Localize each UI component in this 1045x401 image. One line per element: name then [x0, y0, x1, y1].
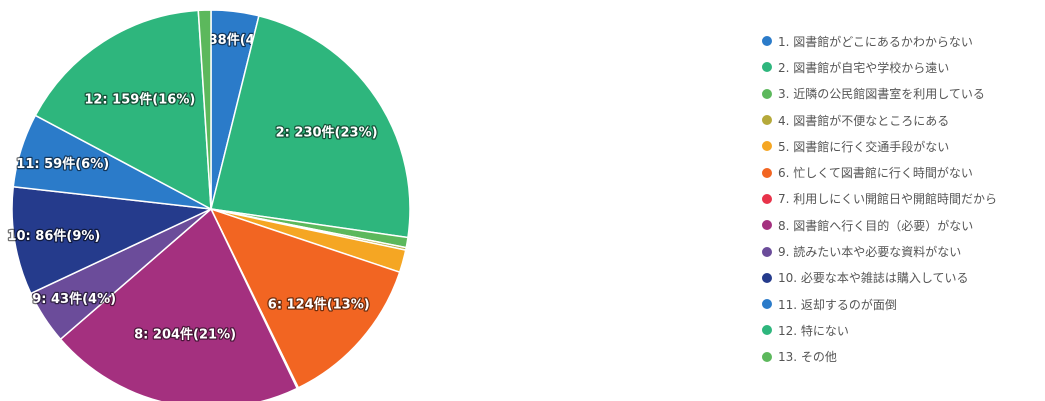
slice-label-12: 12: 159件(16%): [84, 92, 195, 108]
legend-label-2: 2. 図書館が自宅や学校から遠い: [778, 60, 950, 75]
legend-swatch-8: [762, 220, 772, 231]
legend-item-2: 2. 図書館が自宅や学校から遠い: [762, 54, 997, 80]
legend-label-4: 4. 図書館が不便なところにある: [778, 113, 950, 128]
legend-item-9: 9. 読みたい本や必要な資料がない: [762, 238, 997, 264]
pie-slice-8: [59, 207, 299, 401]
legend-label-13: 13. その他: [778, 350, 837, 365]
legend-swatch-4: [762, 115, 772, 126]
pie-slice-12: [34, 9, 212, 211]
legend-label-12: 12. 特にない: [778, 323, 849, 338]
legend-label-6: 6. 忙しくて図書館に行く時間がない: [778, 166, 973, 181]
legend-label-3: 3. 近隣の公民館図書室を利用している: [778, 87, 985, 102]
legend-item-7: 7. 利用しにくい開館日や開館時間だから: [762, 186, 997, 212]
legend-swatch-6: [762, 167, 772, 178]
slice-label-6: 6: 124件(13%): [268, 296, 370, 312]
legend-swatch-2: [762, 62, 772, 73]
slice-label-2: 2: 230件(23%): [276, 124, 378, 140]
legend-item-11: 11. 返却するのが面倒: [762, 291, 997, 317]
chart-legend: 1. 図書館がどこにあるかわからない 2. 図書館が自宅や学校から遠い 3. 近隣の…: [762, 28, 997, 370]
slice-label-8: 8: 204件(21%): [134, 327, 236, 343]
legend-label-1: 1. 図書館がどこにあるかわからない: [778, 34, 973, 49]
legend-label-10: 10. 必要な本や雑誌は購入している: [778, 271, 969, 286]
legend-label-9: 9. 読みたい本や必要な資料がない: [778, 245, 962, 260]
legend-swatch-3: [762, 88, 772, 99]
legend-swatch-13: [762, 351, 772, 362]
legend-item-1: 1. 図書館がどこにあるかわからない: [762, 28, 997, 54]
slice-label-9: 9: 43件(4%): [32, 291, 116, 307]
slice-label-11: 11: 59件(6%): [16, 156, 109, 172]
legend-label-7: 7. 利用しにくい開館日や開館時間だから: [778, 192, 998, 207]
legend-item-5: 5. 図書館に行く交通手段がない: [762, 133, 997, 159]
pie-slice-6: [209, 207, 401, 389]
legend-label-5: 5. 図書館に行く交通手段がない: [778, 139, 950, 154]
legend-swatch-9: [762, 246, 772, 257]
legend-item-4: 4. 図書館が不便なところにある: [762, 107, 997, 133]
legend-label-11: 11. 返却するのが面倒: [778, 297, 897, 312]
legend-label-8: 8. 図書館へ行く目的（必要）がない: [778, 218, 974, 233]
legend-item-12: 12. 特にない: [762, 317, 997, 343]
pie-slice-13: [197, 9, 212, 210]
pie-slice-2: [210, 14, 411, 239]
legend-swatch-5: [762, 141, 772, 152]
legend-item-8: 8. 図書館へ行く目的（必要）がない: [762, 212, 997, 238]
legend-swatch-12: [762, 325, 772, 336]
legend-swatch-7: [762, 193, 772, 204]
legend-item-13: 13. その他: [762, 344, 997, 370]
legend-swatch-1: [762, 36, 772, 47]
legend-swatch-11: [762, 299, 772, 310]
pie-slice-10: [11, 185, 214, 295]
legend-item-6: 6. 忙しくて図書館に行く時間がない: [762, 159, 997, 185]
legend-item-3: 3. 近隣の公民館図書室を利用している: [762, 81, 997, 107]
slice-label-10: 10: 86件(9%): [7, 228, 100, 244]
legend-swatch-10: [762, 272, 772, 283]
legend-item-10: 10. 必要な本や雑誌は購入している: [762, 265, 997, 291]
